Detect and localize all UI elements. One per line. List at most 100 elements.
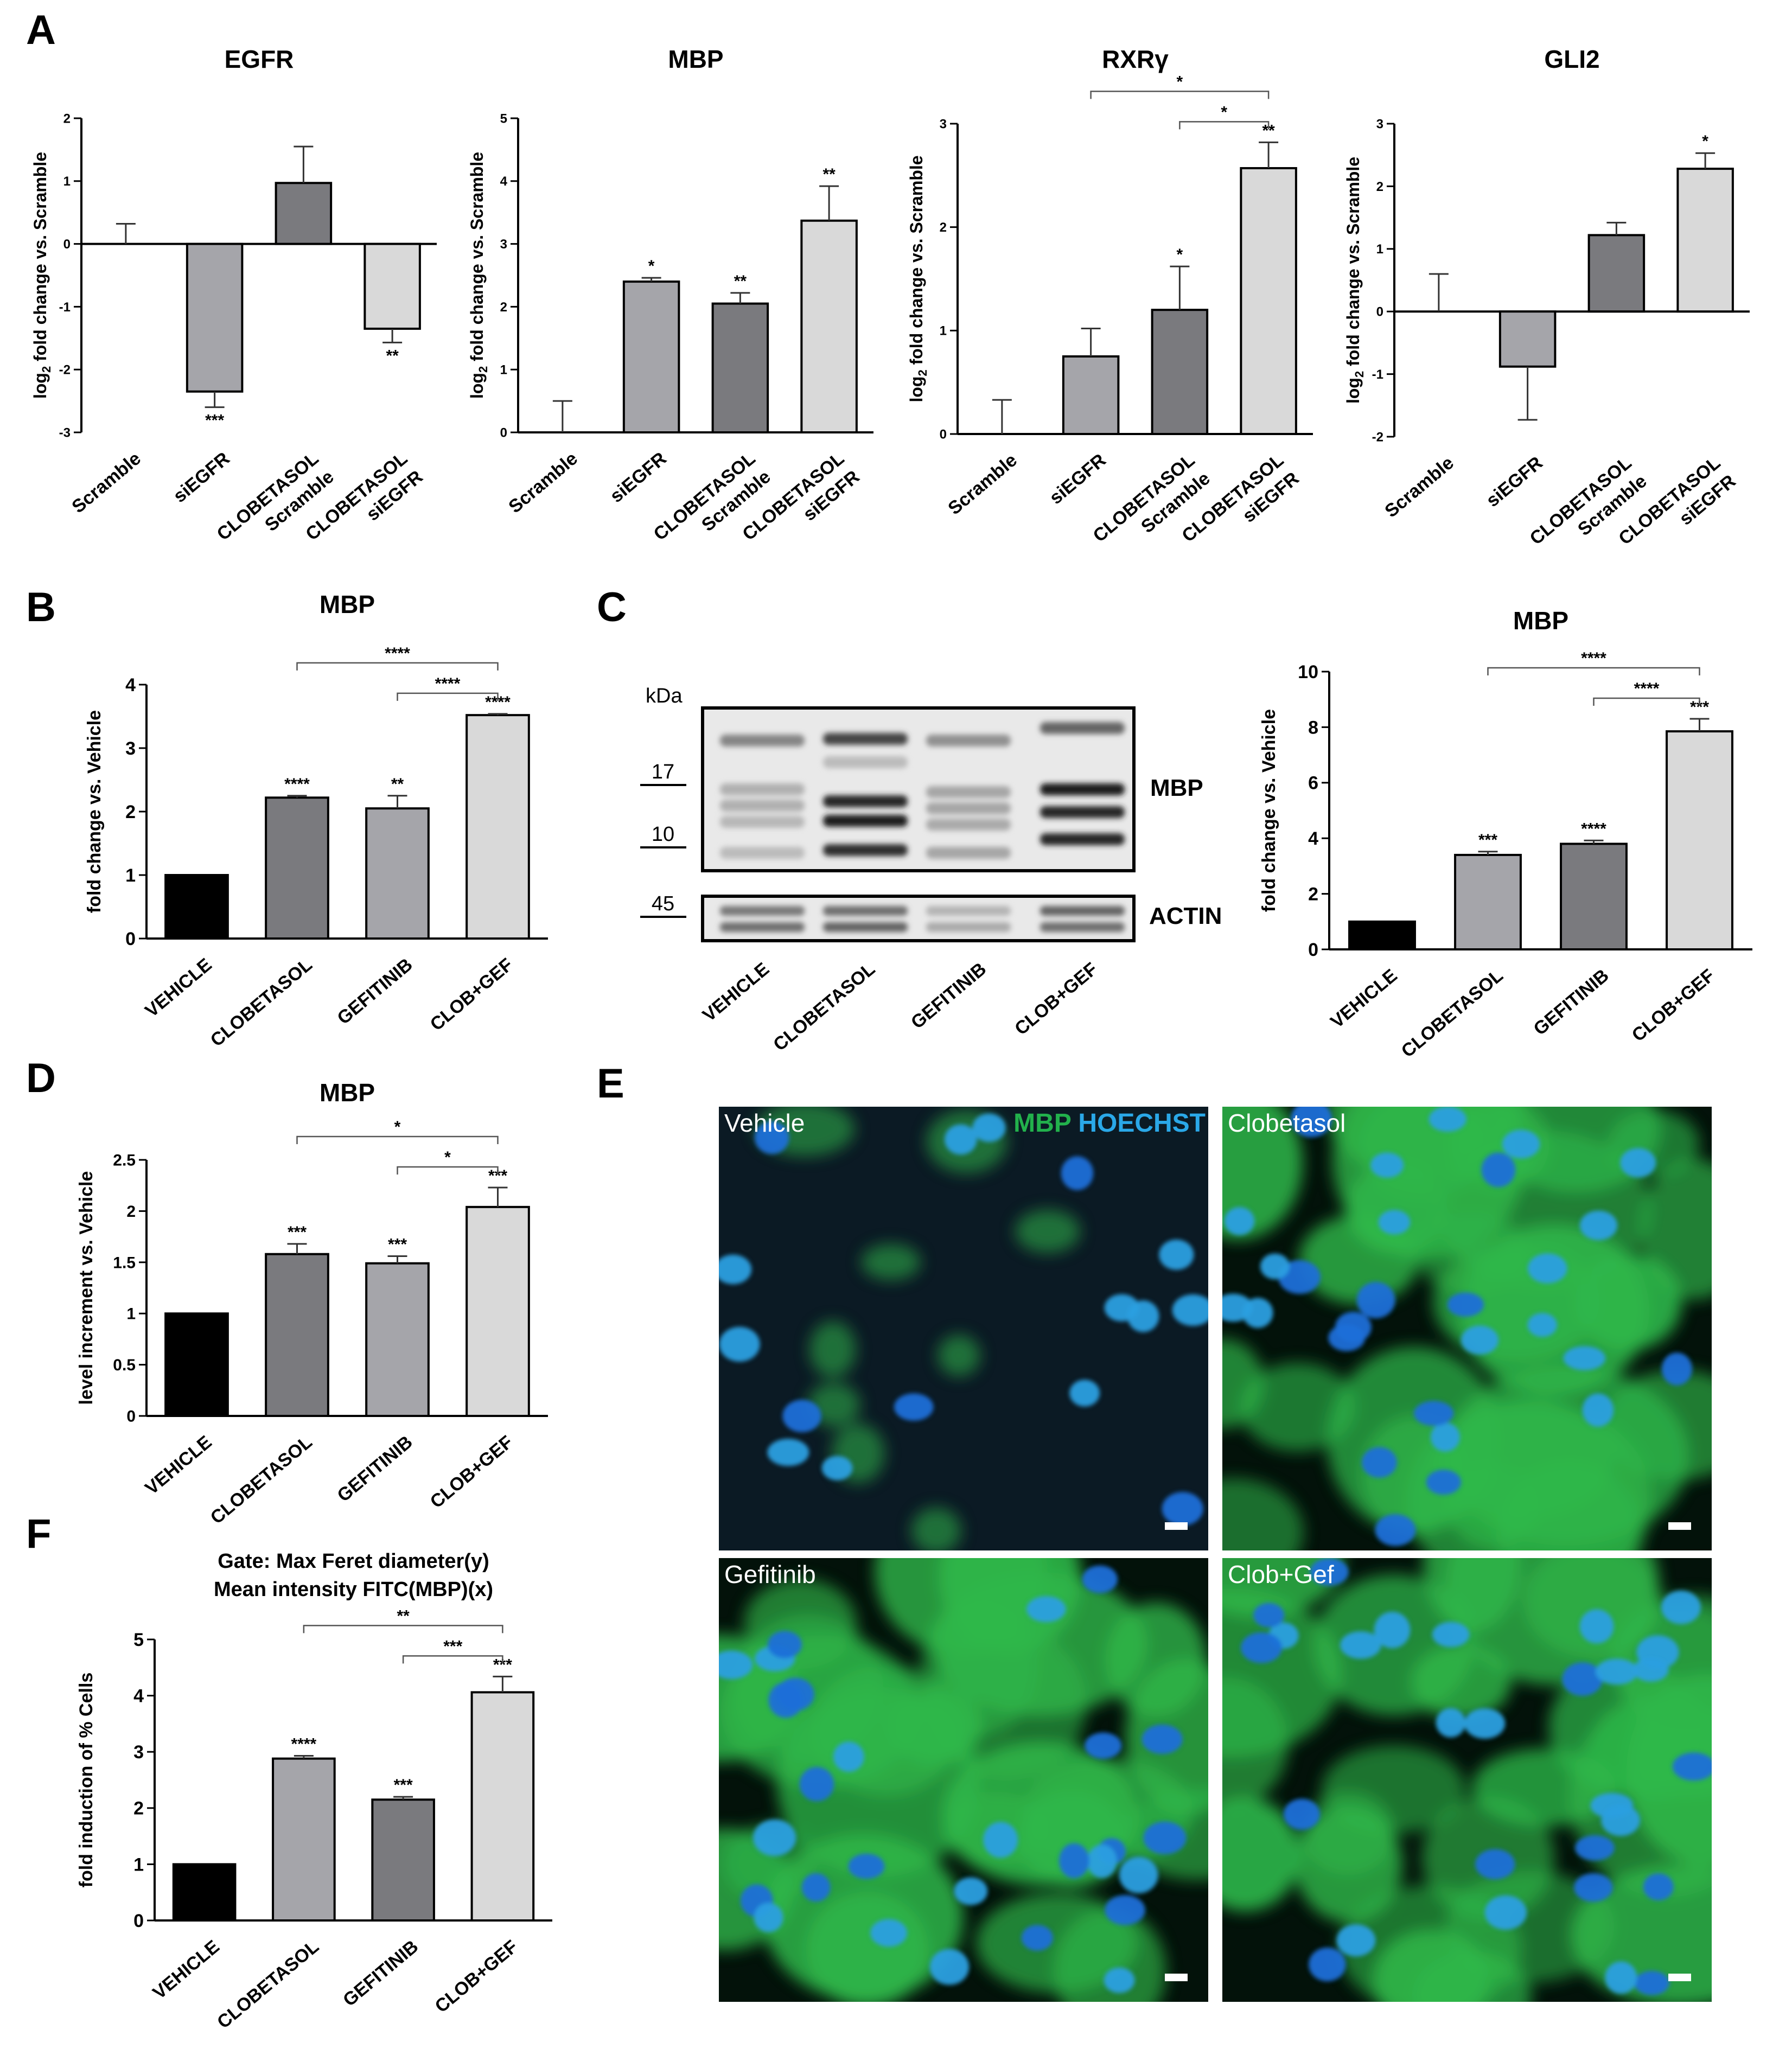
bar — [272, 1757, 336, 1922]
nucleus — [1061, 1156, 1094, 1190]
nucleus — [821, 1456, 853, 1480]
bar — [1062, 355, 1120, 435]
y-tick-label: 2 — [1376, 180, 1383, 194]
chart-title: MBP — [668, 45, 723, 73]
lane-label: VEHICLE — [699, 959, 773, 1026]
bar — [1666, 730, 1733, 950]
chart-b: MBP 0 1 2 3 4 fold change vs. Vehicle VEHICLE **… — [84, 590, 548, 1051]
cell-body — [720, 1635, 922, 1788]
significance-bracket — [296, 662, 499, 671]
micrograph-label: Gefitinib — [724, 1560, 816, 1588]
y-tick-label: 2 — [125, 802, 136, 822]
y-tick-label: 1 — [133, 1854, 144, 1875]
actin-band — [1040, 906, 1125, 916]
legend-mbp: MBP — [1013, 1109, 1078, 1138]
nucleus — [1432, 1622, 1470, 1648]
y-axis-label: fold change vs. Vehicle — [1259, 709, 1279, 912]
significance-label: * — [648, 257, 655, 275]
nucleus — [1222, 1293, 1253, 1322]
hoechst-signal — [719, 1113, 1208, 1526]
band-label-actin: ACTIN — [1149, 903, 1222, 929]
y-tick-label: -1 — [59, 300, 71, 315]
nucleus — [1429, 1107, 1466, 1132]
actin-blot — [701, 895, 1136, 942]
significance-label: *** — [288, 1223, 307, 1241]
y-tick-label: 4 — [1308, 828, 1318, 849]
nucleus — [799, 1767, 834, 1802]
nucleus — [1141, 1724, 1183, 1754]
blot-band — [823, 815, 908, 827]
nucleus — [801, 1873, 831, 1902]
y-tick-label: 0 — [940, 427, 947, 442]
blot-band — [1040, 833, 1125, 845]
nucleus — [1605, 1961, 1637, 1994]
nucleus — [1058, 1843, 1089, 1879]
micrograph-content — [1222, 1558, 1712, 2002]
nucleus — [1253, 1603, 1285, 1628]
nucleus — [1464, 1708, 1506, 1739]
panel-label-b: B — [26, 584, 56, 630]
chart-title: MBP — [320, 590, 375, 618]
bracket-label: * — [1177, 73, 1183, 91]
nucleus — [1574, 1873, 1613, 1902]
nucleus — [1143, 1821, 1187, 1854]
cell-body — [1570, 1865, 1712, 2002]
scale-bar — [1668, 1974, 1691, 1981]
y-tick-label: 0.5 — [113, 1356, 136, 1374]
nucleus — [1575, 1835, 1615, 1861]
nucleus — [1661, 1590, 1701, 1624]
bar — [1498, 310, 1557, 368]
micrograph-content — [719, 1558, 1208, 2002]
bracket-label: **** — [1634, 680, 1660, 698]
nucleus — [752, 1819, 796, 1856]
chart-f: Gate: Max Feret diameter(y) Mean intensit… — [76, 1550, 552, 2033]
nucleus — [954, 1877, 988, 1905]
significance-label: **** — [1581, 820, 1606, 838]
cell-body — [1222, 1478, 1304, 1550]
nucleus — [1579, 1609, 1614, 1644]
cell-body — [975, 1893, 1138, 1993]
significance-label: ** — [391, 775, 404, 793]
significance-bracket — [1090, 91, 1270, 99]
hoechst-signal — [1241, 1558, 1712, 1995]
blot-band — [720, 735, 805, 746]
nucleus — [929, 1949, 970, 1985]
nucleus — [1361, 1447, 1397, 1478]
bar — [275, 182, 333, 245]
x-tick-label: VEHICLE — [141, 954, 215, 1022]
x-tick-label: VEHICLE — [1327, 965, 1401, 1032]
nucleus — [1085, 1732, 1122, 1759]
nucleus — [1172, 1294, 1208, 1326]
bar — [1240, 167, 1297, 435]
actin-band — [926, 906, 1011, 916]
y-tick-label: 8 — [1308, 717, 1318, 738]
micrograph-gefitinib: Gefitinib — [719, 1558, 1208, 2002]
bar — [1560, 843, 1628, 950]
mbp-signal — [755, 1107, 1081, 1550]
bar — [1676, 168, 1734, 313]
nucleus — [944, 1124, 977, 1155]
cell-body — [1222, 1797, 1300, 1911]
actin-band — [823, 906, 908, 916]
significance-label: *** — [205, 412, 224, 430]
x-tick-label: GEFITINIB — [339, 1936, 422, 2011]
nucleus — [1119, 1856, 1158, 1894]
bracket-label: **** — [385, 644, 410, 662]
cell-body — [930, 1572, 1148, 1716]
y-axis-label: log2 fold change vs. Scramble — [907, 155, 929, 402]
y-tick-label: 0 — [125, 929, 136, 949]
nucleus — [1335, 1312, 1372, 1343]
nucleus — [1340, 1631, 1381, 1659]
y-tick-label: 1 — [940, 324, 947, 339]
nucleus — [1370, 1152, 1404, 1178]
lane-label: CLOB+GEF — [1011, 959, 1101, 1039]
lane-label: CLOBETASOL — [769, 959, 879, 1055]
micrograph-label: Vehicle — [724, 1109, 805, 1137]
nucleus — [1502, 1129, 1540, 1159]
nucleus — [1026, 1596, 1066, 1623]
y-axis-label: fold change vs. Vehicle — [84, 710, 105, 913]
bar — [371, 1798, 435, 1922]
chart-title: Gate: Max Feret diameter(y) — [218, 1550, 489, 1573]
